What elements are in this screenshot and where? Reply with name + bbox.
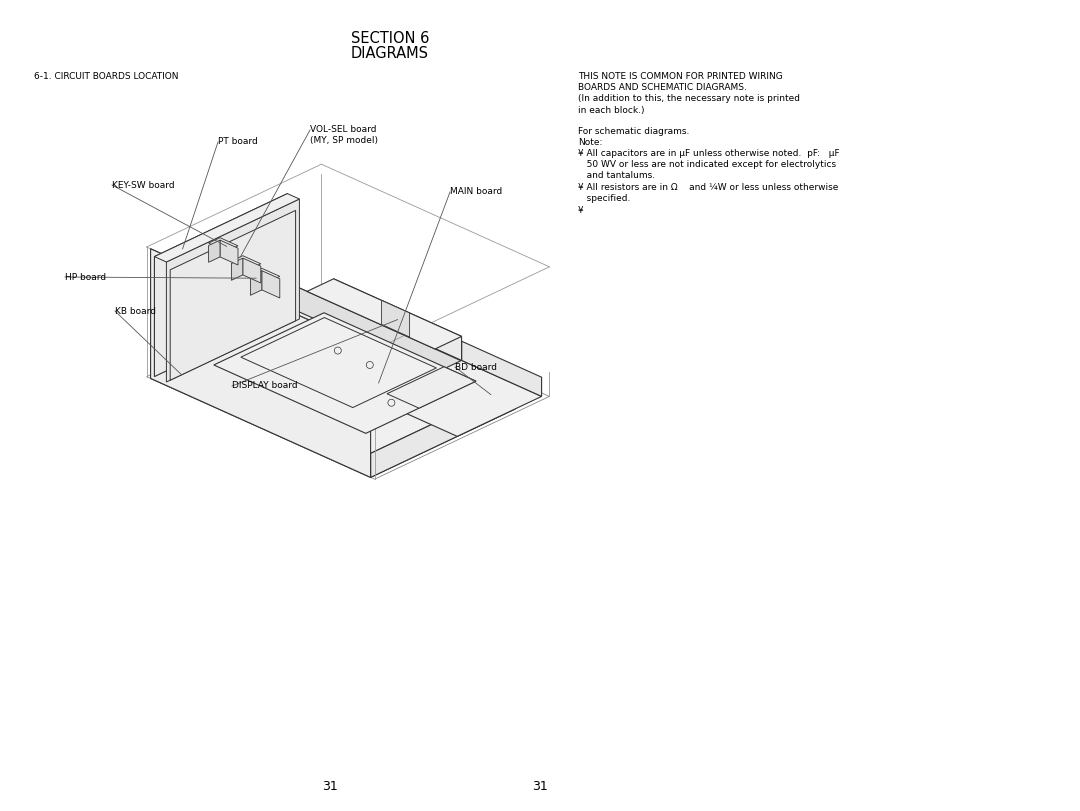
Polygon shape (222, 242, 271, 265)
Polygon shape (243, 242, 271, 284)
Polygon shape (295, 286, 515, 409)
Polygon shape (370, 385, 515, 478)
Text: THIS NOTE IS COMMON FOR PRINTED WIRING: THIS NOTE IS COMMON FOR PRINTED WIRING (578, 72, 783, 81)
Polygon shape (150, 310, 515, 478)
Polygon shape (171, 210, 296, 380)
Polygon shape (334, 279, 461, 360)
Text: For schematic diagrams.: For schematic diagrams. (578, 127, 689, 136)
Polygon shape (220, 240, 238, 265)
Text: BD board: BD board (455, 363, 497, 371)
Polygon shape (231, 258, 243, 281)
Text: DISPLAY board: DISPLAY board (232, 381, 298, 391)
Text: SECTION 6: SECTION 6 (351, 31, 429, 46)
Polygon shape (381, 300, 409, 337)
Text: (MY, SP model): (MY, SP model) (310, 136, 378, 145)
Polygon shape (307, 279, 461, 349)
Polygon shape (214, 313, 476, 433)
Polygon shape (251, 255, 271, 294)
Text: Note:: Note: (578, 138, 603, 147)
Text: HP board: HP board (65, 272, 106, 281)
Text: PT board: PT board (218, 138, 258, 147)
Polygon shape (461, 341, 541, 397)
Text: BOARDS AND SCHEMATIC DIAGRAMS.: BOARDS AND SCHEMATIC DIAGRAMS. (578, 83, 747, 92)
Polygon shape (261, 271, 280, 298)
Text: and tantalums.: and tantalums. (578, 171, 656, 180)
Polygon shape (150, 286, 515, 453)
Polygon shape (166, 199, 299, 382)
Polygon shape (231, 255, 260, 269)
Text: KB board: KB board (114, 307, 156, 315)
Polygon shape (251, 271, 261, 295)
Text: MAIN board: MAIN board (450, 187, 502, 196)
Text: VOL-SEL board: VOL-SEL board (310, 126, 377, 135)
Polygon shape (251, 268, 280, 281)
Text: 6-1. CIRCUIT BOARDS LOCATION: 6-1. CIRCUIT BOARDS LOCATION (33, 72, 178, 81)
Polygon shape (243, 258, 260, 283)
Text: ¥ All capacitors are in µF unless otherwise noted.  pF:   µF: ¥ All capacitors are in µF unless otherw… (578, 149, 839, 158)
Text: specified.: specified. (578, 194, 631, 203)
Polygon shape (154, 194, 299, 262)
Text: ¥ All resistors are in Ω    and ¼W or less unless otherwise: ¥ All resistors are in Ω and ¼W or less … (578, 183, 838, 192)
Polygon shape (377, 360, 541, 436)
Polygon shape (208, 240, 220, 262)
Text: DIAGRAMS: DIAGRAMS (351, 46, 429, 61)
Polygon shape (154, 194, 287, 376)
Text: 31: 31 (532, 780, 548, 793)
Polygon shape (387, 367, 476, 408)
Text: (In addition to this, the necessary note is printed
in each block.): (In addition to this, the necessary note… (578, 94, 800, 115)
Polygon shape (150, 249, 370, 478)
Text: ¥: ¥ (578, 206, 583, 215)
Text: KEY-SW board: KEY-SW board (112, 181, 175, 190)
Text: 31: 31 (322, 780, 338, 793)
Polygon shape (208, 238, 238, 251)
Text: 50 WV or less are not indicated except for electrolytics: 50 WV or less are not indicated except f… (578, 160, 836, 169)
